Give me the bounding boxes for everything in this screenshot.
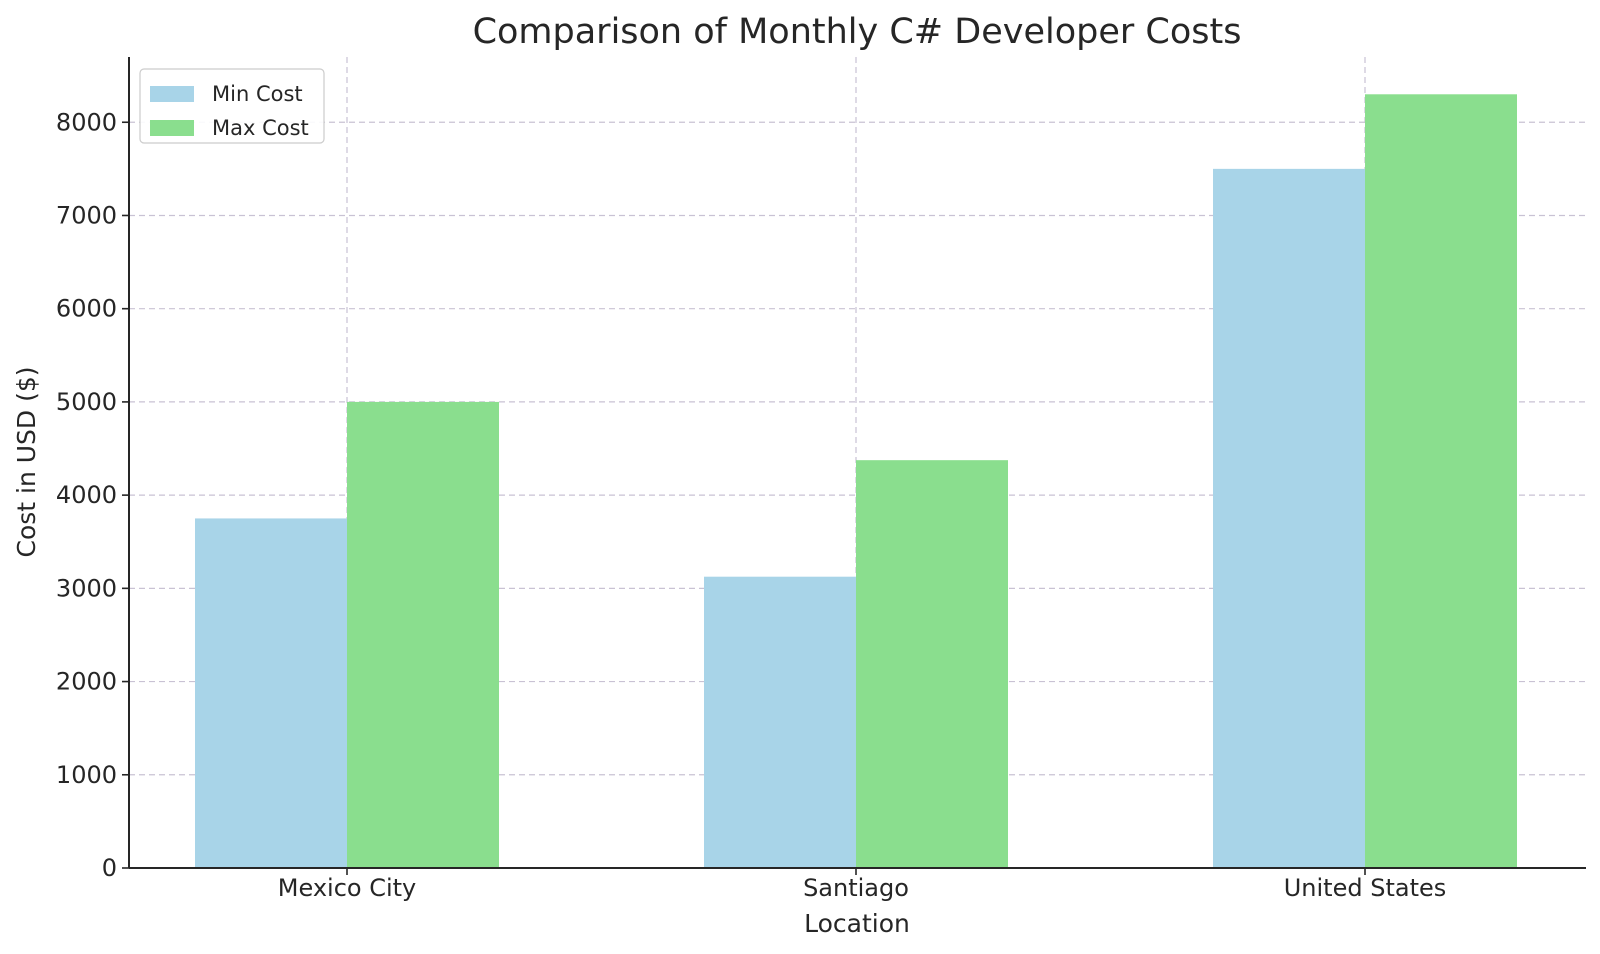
x-tick-label: Santiago — [803, 874, 909, 902]
chart-title: Comparison of Monthly C# Developer Costs — [473, 12, 1242, 52]
bar-max-cost-united-states — [1365, 94, 1517, 868]
x-tick-label: Mexico City — [278, 874, 416, 902]
bar-min-cost-santiago — [704, 576, 856, 868]
y-axis-ticks: 0 1000 2000 3000 4000 5000 6000 7000 8000 — [56, 108, 129, 882]
y-tick-label: 2000 — [56, 668, 117, 696]
y-tick-label: 4000 — [56, 481, 117, 509]
legend-label: Min Cost — [212, 82, 303, 106]
x-axis-label: Location — [804, 909, 910, 938]
legend: Min Cost Max Cost — [139, 68, 325, 144]
y-tick-label: 8000 — [56, 108, 117, 136]
legend-swatch — [150, 86, 194, 102]
bar-max-cost-mexico-city — [347, 401, 499, 868]
x-tick-label: United States — [1284, 874, 1447, 902]
y-axis-label: Cost in USD ($) — [12, 366, 41, 557]
legend-label: Max Cost — [212, 116, 309, 140]
bar-min-cost-mexico-city — [195, 518, 347, 868]
y-tick-label: 1000 — [56, 761, 117, 789]
y-tick-label: 7000 — [56, 201, 117, 229]
x-axis-ticks: Mexico City Santiago United States — [278, 868, 1446, 902]
legend-swatch — [150, 120, 194, 136]
bars — [195, 94, 1517, 869]
bar-min-cost-united-states — [1213, 168, 1365, 869]
y-tick-label: 3000 — [56, 574, 117, 602]
y-tick-label: 5000 — [56, 388, 117, 416]
y-tick-label: 6000 — [56, 295, 117, 323]
y-tick-label: 0 — [102, 854, 117, 882]
axes — [128, 57, 1586, 869]
bar-max-cost-santiago — [856, 460, 1008, 868]
